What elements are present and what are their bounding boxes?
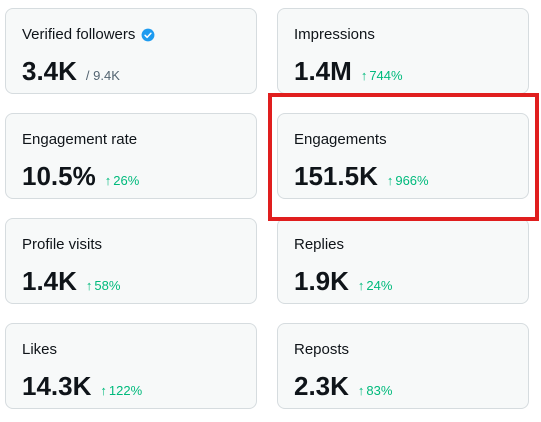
card-label: Likes	[22, 341, 58, 358]
card-engagement-rate[interactable]: Engagement rate 10.5% ↑ 26%	[5, 113, 257, 199]
trend-percent: 24%	[366, 278, 393, 293]
trend-indicator: ↑ 58%	[86, 278, 121, 293]
trend-percent: 744%	[369, 68, 403, 83]
card-value: 2.3K	[294, 371, 349, 401]
card-value: 10.5%	[22, 161, 96, 191]
card-value: 1.9K	[294, 266, 349, 296]
arrow-up-icon: ↑	[357, 383, 365, 398]
card-label: Impressions	[294, 26, 375, 43]
card-label: Engagements	[294, 131, 387, 148]
trend-indicator: ↑ 26%	[105, 173, 140, 188]
card-value: 1.4K	[22, 266, 77, 296]
trend-percent: 26%	[113, 173, 140, 188]
card-reposts[interactable]: Reposts 2.3K ↑ 83%	[277, 323, 529, 409]
arrow-up-icon: ↑	[386, 173, 394, 188]
card-value: 1.4M	[294, 56, 352, 86]
arrow-up-icon: ↑	[100, 383, 107, 398]
highlight-box	[268, 93, 539, 221]
trend-indicator: ↑ 122%	[100, 383, 142, 398]
card-label: Engagement rate	[22, 131, 138, 148]
trend-indicator: ↑ 966%	[387, 173, 429, 188]
card-replies[interactable]: Replies 1.9K ↑ 24%	[277, 218, 529, 304]
arrow-up-icon: ↑	[360, 68, 368, 83]
arrow-up-icon: ↑	[85, 278, 93, 293]
card-label: Profile visits	[22, 236, 103, 253]
card-value: 3.4K	[22, 56, 77, 86]
card-profile-visits[interactable]: Profile visits 1.4K ↑ 58%	[5, 218, 257, 304]
trend-indicator: ↑ 24%	[358, 278, 393, 293]
trend-percent: 122%	[108, 383, 143, 398]
verified-badge-icon	[141, 28, 155, 42]
card-impressions[interactable]: Impressions 1.4M ↑ 744%	[277, 8, 529, 94]
trend-percent: 83%	[366, 383, 393, 398]
card-label: Reposts	[294, 341, 350, 358]
trend-indicator: ↑ 744%	[361, 68, 403, 83]
arrow-up-icon: ↑	[104, 173, 112, 188]
card-likes[interactable]: Likes 14.3K ↑ 122%	[5, 323, 257, 409]
trend-indicator: ↑ 83%	[358, 383, 393, 398]
card-value: 14.3K	[22, 371, 92, 401]
card-total: / 9.4K	[85, 68, 120, 83]
card-label: Replies	[294, 236, 345, 253]
trend-percent: 58%	[94, 278, 121, 293]
card-verified-followers[interactable]: Verified followers 3.4K / 9.4K	[5, 8, 257, 94]
arrow-up-icon: ↑	[357, 278, 365, 293]
trend-percent: 966%	[395, 173, 429, 188]
card-engagements[interactable]: Engagements 151.5K ↑ 966%	[277, 113, 529, 199]
card-value: 151.5K	[294, 161, 378, 191]
card-label: Verified followers	[22, 26, 136, 43]
